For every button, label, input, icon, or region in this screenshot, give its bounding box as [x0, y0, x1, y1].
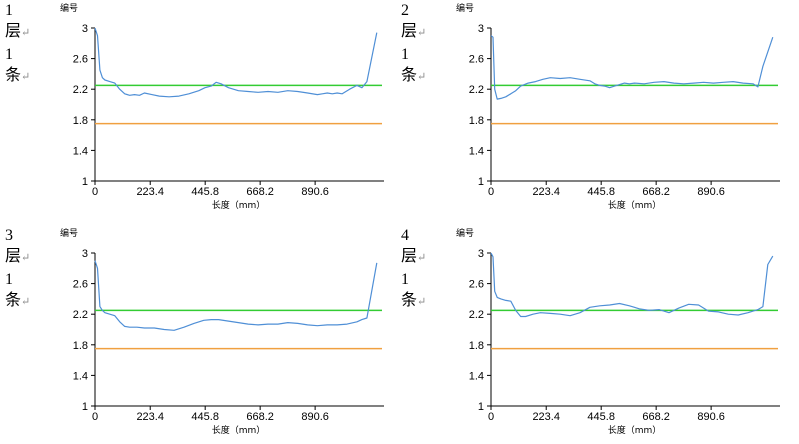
x-axis-label: 长度（mm）	[608, 424, 662, 436]
x-tick-label: 668.2	[246, 411, 274, 423]
side-label-num: 4	[401, 227, 409, 244]
x-tick-label: 890.6	[697, 411, 725, 423]
y-axis-label: 编号	[60, 2, 78, 14]
chart-panel-4: 4 层↵ 1 条↵ 3 2.6 2.2 1.8 1.4 1 0 223.4 445.8 668.2…	[396, 225, 795, 444]
x-tick-label: 668.2	[642, 186, 670, 198]
side-label-num2: 1	[5, 46, 13, 63]
side-label-num2: 1	[5, 271, 13, 288]
side-label-num: 3	[5, 227, 13, 244]
side-label-num2: 1	[401, 271, 409, 288]
y-tick-label: 1	[478, 176, 484, 188]
y-tick-label: 1.4	[469, 370, 484, 382]
x-tick-label: 0	[92, 186, 98, 198]
panel-side-label: 1 层↵ 1 条↵	[5, 0, 39, 88]
x-tick-label: 223.4	[532, 186, 560, 198]
side-label-tiao: 条	[5, 292, 22, 309]
line-chart: 3 2.6 2.2 1.8 1.4 10 223.4 445.8 668.2 890.6 编号长度（…	[456, 227, 780, 436]
chart-panel-3: 3 层↵ 1 条↵ 3 2.6 2.2 1.8 1.4 1 0 223.4 445.8 668.2…	[0, 225, 399, 444]
y-tick-label: 1.4	[73, 145, 88, 157]
x-tick-label: 445.8	[587, 411, 615, 423]
y-tick-label: 2.2	[469, 84, 484, 96]
return-mark: ↵	[21, 27, 31, 39]
chart-panel-1: 1 层↵ 1 条↵ 3 2.6 2.2 1.8 1.4 1 0 223.4 445.8 668.2…	[0, 0, 399, 219]
y-tick-label: 1.8	[73, 340, 88, 352]
return-mark: ↵	[417, 27, 427, 39]
y-tick-label: 2.2	[469, 309, 484, 321]
side-label-ceng: 层	[401, 23, 418, 40]
x-tick-label: 223.4	[532, 411, 560, 423]
series-line	[490, 252, 774, 318]
x-tick-label: 445.8	[191, 411, 219, 423]
x-tick-label: 890.6	[301, 411, 329, 423]
return-mark: ↵	[417, 252, 427, 264]
y-tick-label: 3	[82, 23, 88, 35]
series-line	[94, 260, 378, 331]
y-tick-label: 1	[82, 401, 88, 413]
x-tick-label: 668.2	[246, 186, 274, 198]
y-tick-label: 1	[82, 176, 88, 188]
side-label-tiao: 条	[401, 67, 418, 84]
y-tick-label: 2.6	[73, 54, 88, 66]
y-tick-label: 2.6	[469, 279, 484, 291]
series-line	[490, 35, 774, 100]
y-tick-label: 1	[478, 401, 484, 413]
chart-panel-2: 2 层↵ 1 条↵ 3 2.6 2.2 1.8 1.4 1 0 223.4 445.8 668.2…	[396, 0, 795, 219]
side-label-ceng: 层	[5, 248, 22, 265]
panel-side-label: 3 层↵ 1 条↵	[5, 225, 39, 313]
return-mark: ↵	[417, 71, 427, 83]
x-tick-label: 445.8	[587, 186, 615, 198]
y-tick-label: 1.4	[469, 145, 484, 157]
x-tick-label: 223.4	[136, 411, 164, 423]
x-tick-label: 0	[488, 411, 494, 423]
y-tick-label: 1.4	[73, 370, 88, 382]
return-mark: ↵	[21, 296, 31, 308]
y-tick-label: 1.8	[469, 115, 484, 127]
side-label-ceng: 层	[401, 248, 418, 265]
x-axis-label: 长度（mm）	[608, 199, 662, 211]
return-mark: ↵	[417, 296, 427, 308]
x-tick-label: 445.8	[191, 186, 219, 198]
side-label-num: 2	[401, 2, 409, 19]
line-chart: 3 2.6 2.2 1.8 1.4 10 223.4 445.8 668.2 890.6 编号长度（…	[60, 2, 384, 211]
panel-side-label: 4 层↵ 1 条↵	[401, 225, 435, 313]
x-tick-label: 890.6	[301, 186, 329, 198]
y-tick-label: 2.2	[73, 84, 88, 96]
panel-side-label: 2 层↵ 1 条↵	[401, 0, 435, 88]
line-chart: 3 2.6 2.2 1.8 1.4 10 223.4 445.8 668.2 890.6 编号长度（…	[456, 2, 780, 211]
y-axis-label: 编号	[60, 227, 78, 239]
return-mark: ↵	[21, 71, 31, 83]
y-tick-label: 1.8	[73, 115, 88, 127]
y-tick-label: 3	[478, 248, 484, 260]
side-label-ceng: 层	[5, 23, 22, 40]
y-tick-label: 2.6	[469, 54, 484, 66]
x-axis-label: 长度（mm）	[212, 424, 266, 436]
y-tick-label: 1.8	[469, 340, 484, 352]
y-tick-label: 2.2	[73, 309, 88, 321]
y-axis-label: 编号	[456, 227, 474, 239]
y-tick-label: 3	[478, 23, 484, 35]
line-chart: 3 2.6 2.2 1.8 1.4 10 223.4 445.8 668.2 890.6 编号长度（…	[60, 227, 384, 436]
x-tick-label: 890.6	[697, 186, 725, 198]
y-tick-label: 3	[82, 248, 88, 260]
side-label-tiao: 条	[5, 67, 22, 84]
side-label-tiao: 条	[401, 292, 418, 309]
y-tick-label: 2.6	[73, 279, 88, 291]
x-tick-label: 0	[92, 411, 98, 423]
x-tick-label: 0	[488, 186, 494, 198]
series-line	[94, 27, 378, 98]
y-axis-label: 编号	[456, 2, 474, 14]
side-label-num: 1	[5, 2, 13, 19]
x-tick-label: 223.4	[136, 186, 164, 198]
return-mark: ↵	[21, 252, 31, 264]
x-axis-label: 长度（mm）	[212, 199, 266, 211]
side-label-num2: 1	[401, 46, 409, 63]
x-tick-label: 668.2	[642, 411, 670, 423]
